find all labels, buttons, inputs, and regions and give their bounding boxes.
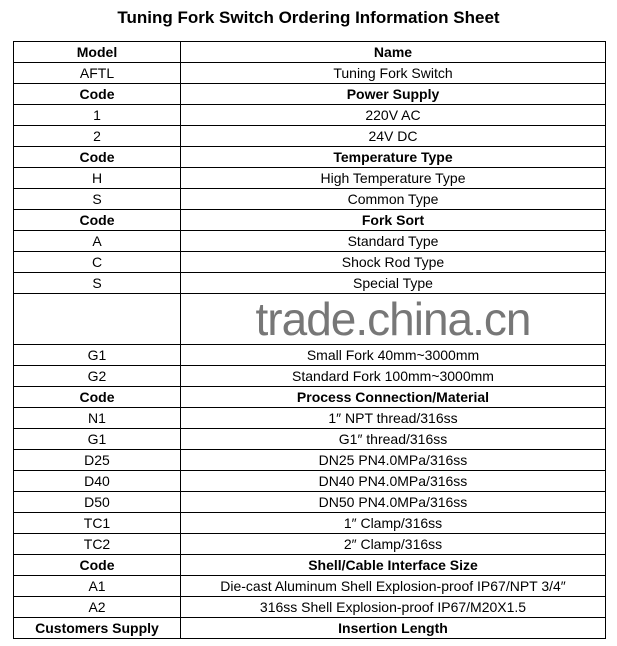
name-cell: Shell/Cable Interface Size [180, 554, 606, 576]
code-cell: A2 [13, 596, 181, 618]
name-cell: Temperature Type [180, 146, 606, 168]
table-row: TC1 1″ Clamp/316ss [13, 512, 606, 534]
name-cell: Small Fork 40mm~3000mm [180, 344, 606, 366]
name-cell: Die-cast Aluminum Shell Explosion-proof … [180, 575, 606, 597]
name-cell: DN50 PN4.0MPa/316ss [180, 491, 606, 513]
code-cell: G2 [13, 365, 181, 387]
code-cell: D40 [13, 470, 181, 492]
table-row: H High Temperature Type [13, 167, 606, 189]
code-cell: Code [13, 209, 181, 231]
name-cell: High Temperature Type [180, 167, 606, 189]
table-row: A1 Die-cast Aluminum Shell Explosion-proo… [13, 575, 606, 597]
code-cell: S [13, 272, 181, 294]
code-cell: H [13, 167, 181, 189]
code-cell: N1 [13, 407, 181, 429]
code-cell: Code [13, 554, 181, 576]
name-cell: Standard Type [180, 230, 606, 252]
name-cell: DN40 PN4.0MPa/316ss [180, 470, 606, 492]
name-cell: 316ss Shell Explosion-proof IP67/M20X1.5 [180, 596, 606, 618]
table-row: G1 G1″ thread/316ss [13, 428, 606, 450]
name-cell: trade.china.cn [180, 293, 606, 345]
code-cell: Code [13, 83, 181, 105]
code-cell: C [13, 251, 181, 273]
table-row: TC2 2″ Clamp/316ss [13, 533, 606, 555]
name-cell: Insertion Length [180, 617, 606, 639]
code-cell: D25 [13, 449, 181, 471]
header-row: Code Fork Sort [13, 209, 606, 231]
code-cell: TC2 [13, 533, 181, 555]
name-cell: Special Type [180, 272, 606, 294]
table-row: A Standard Type [13, 230, 606, 252]
name-cell: 220V AC [180, 104, 606, 126]
name-cell: 2″ Clamp/316ss [180, 533, 606, 555]
name-cell: 1″ Clamp/316ss [180, 512, 606, 534]
code-cell: AFTL [13, 62, 181, 84]
table-row: S Special Type [13, 272, 606, 294]
table-row: A2 316ss Shell Explosion-proof IP67/M20X1… [13, 596, 606, 618]
code-cell [13, 293, 181, 345]
table-row: G2 Standard Fork 100mm~3000mm [13, 365, 606, 387]
table-row: D40 DN40 PN4.0MPa/316ss [13, 470, 606, 492]
name-cell: DN25 PN4.0MPa/316ss [180, 449, 606, 471]
header-row: Code Process Connection/Material [13, 386, 606, 408]
code-cell: Code [13, 386, 181, 408]
table-row: 2 24V DC [13, 125, 606, 147]
name-cell: Fork Sort [180, 209, 606, 231]
table-row: C Shock Rod Type [13, 251, 606, 273]
name-cell: G1″ thread/316ss [180, 428, 606, 450]
watermark: trade.china.cn [255, 293, 532, 345]
code-cell: Customers Supply [13, 617, 181, 639]
page-title: Tuning Fork Switch Ordering Information … [117, 8, 500, 27]
table-row: N1 1″ NPT thread/316ss [13, 407, 606, 429]
code-cell: G1 [13, 344, 181, 366]
table-row: G1 Small Fork 40mm~3000mm [13, 344, 606, 366]
code-cell: G1 [13, 428, 181, 450]
code-cell: TC1 [13, 512, 181, 534]
name-cell: Name [180, 41, 606, 63]
table-row: D50 DN50 PN4.0MPa/316ss [13, 491, 606, 513]
ordering-table: Model Name AFTL Tuning Fork Switch Code Power… [13, 41, 606, 639]
name-cell: 24V DC [180, 125, 606, 147]
code-cell: S [13, 188, 181, 210]
name-cell: Power Supply [180, 83, 606, 105]
code-cell: 1 [13, 104, 181, 126]
table-row: 1 220V AC [13, 104, 606, 126]
header-row: Model Name [13, 41, 606, 63]
header-row: Customers Supply Insertion Length [13, 617, 606, 639]
name-cell: Process Connection/Material [180, 386, 606, 408]
code-cell: Code [13, 146, 181, 168]
header-row: Code Temperature Type [13, 146, 606, 168]
name-cell: Common Type [180, 188, 606, 210]
code-cell: D50 [13, 491, 181, 513]
name-cell: Standard Fork 100mm~3000mm [180, 365, 606, 387]
table-row: S Common Type [13, 188, 606, 210]
name-cell: Tuning Fork Switch [180, 62, 606, 84]
header-row: Code Power Supply [13, 83, 606, 105]
name-cell: 1″ NPT thread/316ss [180, 407, 606, 429]
table-row: AFTL Tuning Fork Switch [13, 62, 606, 84]
code-cell: Model [13, 41, 181, 63]
name-cell: Shock Rod Type [180, 251, 606, 273]
table-row: trade.china.cn [13, 293, 606, 345]
code-cell: A1 [13, 575, 181, 597]
table-row: D25 DN25 PN4.0MPa/316ss [13, 449, 606, 471]
header-row: Code Shell/Cable Interface Size [13, 554, 606, 576]
code-cell: 2 [13, 125, 181, 147]
code-cell: A [13, 230, 181, 252]
